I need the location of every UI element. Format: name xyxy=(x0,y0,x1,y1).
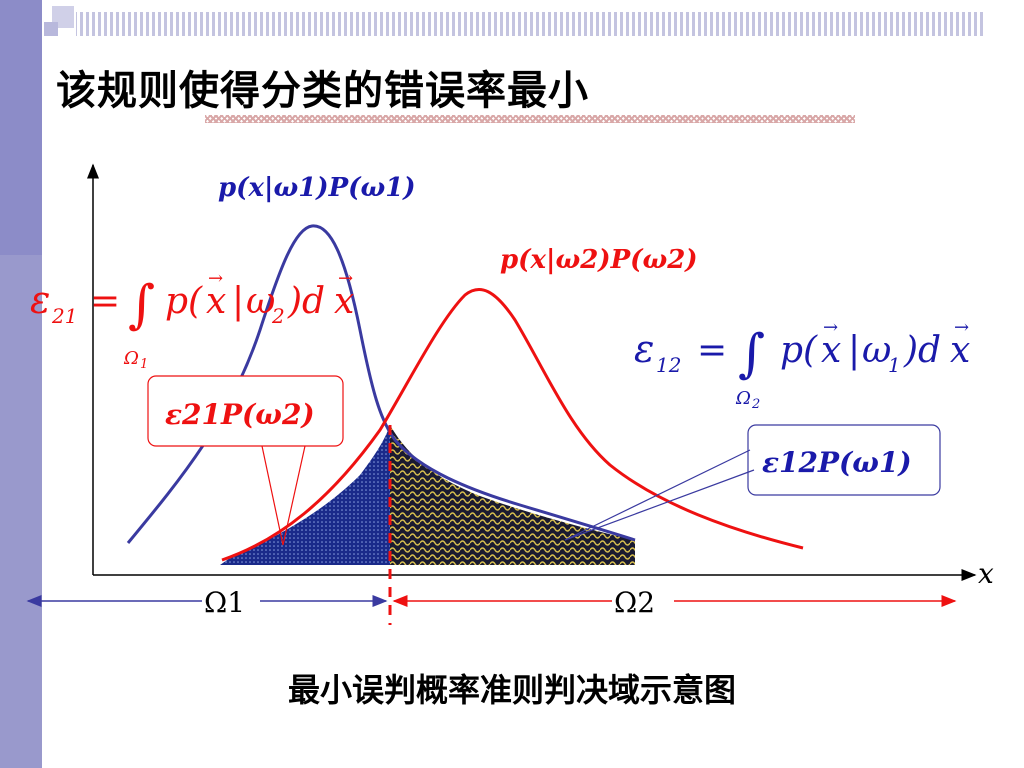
eps21-box xyxy=(147,375,344,447)
region2-label: Ω2 xyxy=(614,586,655,619)
formula-part: 12 xyxy=(656,353,681,377)
formula-part: x xyxy=(950,330,970,371)
eps21-box-label: ε21P(ω2) xyxy=(165,398,315,431)
eps21-pointer xyxy=(261,445,306,546)
error-region-12 xyxy=(390,425,635,565)
formula-part: | xyxy=(848,330,860,371)
formula-part: ω xyxy=(862,330,891,371)
vec-arrow: → xyxy=(954,317,969,338)
vec-arrow: → xyxy=(823,317,838,338)
eps12-box-label: ε12P(ω1) xyxy=(762,446,912,479)
header-decoration xyxy=(44,6,984,36)
formula-part: 2 xyxy=(271,304,285,328)
formula-part: )d xyxy=(903,330,941,371)
eps12-box xyxy=(747,424,941,496)
formula-part: Ω xyxy=(123,348,139,369)
formula-part: ∫ xyxy=(128,275,155,335)
curve2-label: p(x|ω2)P(ω2) xyxy=(500,245,698,275)
title-underline xyxy=(205,115,855,123)
formula-part: Ω xyxy=(735,388,751,409)
vec-arrow: → xyxy=(338,268,353,289)
formula-part: ε xyxy=(30,278,50,322)
x-axis-label: x xyxy=(978,557,994,590)
eps12-pointer xyxy=(564,449,755,541)
formula-part: )d xyxy=(287,281,325,322)
formula-part: = xyxy=(90,281,120,322)
formula-part: x xyxy=(821,330,841,371)
formula-part: 1 xyxy=(888,353,901,377)
formula-part: p( xyxy=(780,330,818,371)
curve-omega2 xyxy=(221,287,804,562)
slide-caption: 最小误判概率准则判决域示意图 xyxy=(287,671,736,709)
formula-part: p( xyxy=(165,281,203,322)
formula-part: ω xyxy=(246,281,275,322)
formula-eps12: ε 12 = ∫ Ω 2 p( → x | ω 1 )d → x xyxy=(634,317,970,412)
curve-omega1 xyxy=(126,224,636,544)
formula-part: ε xyxy=(634,327,654,371)
formula-eps21: ε 21 = ∫ Ω 1 p( → x | ω 2 )d → x xyxy=(30,268,354,372)
curve1-label: p(x|ω1)P(ω1) xyxy=(218,173,416,203)
error-region-21 xyxy=(220,425,390,565)
formula-part: 21 xyxy=(51,304,77,328)
sidebar-bar-top xyxy=(0,0,42,255)
slide-title: 该规则使得分类的错误率最小 xyxy=(56,68,589,114)
formula-part: 1 xyxy=(140,357,148,372)
formula-part: 2 xyxy=(751,397,760,412)
formula-part: x xyxy=(334,281,354,322)
region1-label: Ω1 xyxy=(204,586,245,619)
formula-part: ∫ xyxy=(738,324,765,384)
vec-arrow: → xyxy=(208,268,223,289)
formula-part: | xyxy=(232,281,244,322)
formula-part: = xyxy=(697,330,727,371)
formula-part: x xyxy=(206,281,226,322)
